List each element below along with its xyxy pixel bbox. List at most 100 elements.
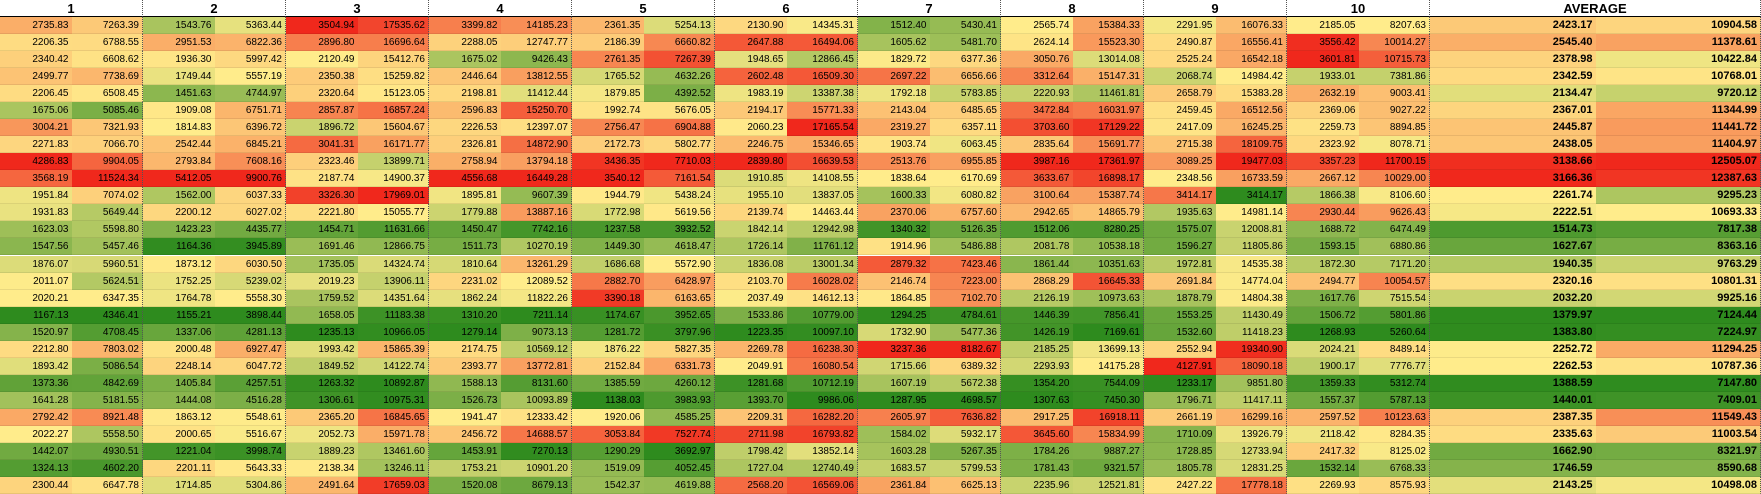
heatmap-cell: 2456.72 [429, 425, 501, 443]
heatmap-cell: 6485.65 [929, 102, 1001, 120]
heatmap-cell: 1405.84 [143, 374, 215, 392]
average-cell: 1746.59 [1430, 459, 1596, 477]
heatmap-cell: 7161.54 [643, 170, 715, 188]
heatmap-cell: 10351.63 [1072, 255, 1144, 273]
heatmap-cell: 2323.92 [1287, 136, 1359, 154]
heatmap-cell: 2596.83 [429, 102, 501, 120]
average-cell: 1662.90 [1430, 442, 1596, 460]
heatmap-cell: 16512.56 [1215, 102, 1287, 120]
heatmap-cell: 4744.97 [214, 85, 286, 103]
heatmap-cell: 5086.54 [71, 357, 143, 375]
heatmap-cell: 7066.70 [71, 136, 143, 154]
heatmap-cell: 17361.97 [1072, 153, 1144, 171]
heatmap-cell: 15250.70 [500, 102, 572, 120]
heatmap-cell: 1873.12 [143, 255, 215, 273]
heatmap-cell: 9986.06 [786, 391, 858, 409]
heatmap-cell: 11461.81 [1072, 85, 1144, 103]
heatmap-cell: 2417.32 [1287, 442, 1359, 460]
heatmap-cell: 6474.49 [1358, 221, 1430, 239]
heatmap-cell: 8106.60 [1358, 187, 1430, 205]
column-header-average: AVERAGE [1430, 0, 1761, 17]
heatmap-cell: 10973.63 [1072, 289, 1144, 307]
average-cell: 8590.68 [1595, 459, 1761, 477]
heatmap-cell: 4556.68 [429, 170, 501, 188]
average-cell: 9295.23 [1595, 187, 1761, 205]
heatmap-cell: 5558.50 [71, 425, 143, 443]
heatmap-cell: 6927.47 [214, 340, 286, 358]
heatmap-cell: 4392.52 [643, 85, 715, 103]
heatmap-cell: 2427.22 [1144, 476, 1216, 494]
heatmap-cell: 4842.69 [71, 374, 143, 392]
heatmap-cell: 15771.33 [786, 102, 858, 120]
heatmap-cell: 16238.30 [786, 340, 858, 358]
heatmap-cell: 3004.21 [0, 119, 72, 137]
heatmap-cell: 2896.80 [286, 34, 358, 52]
heatmap-cell: 10097.10 [786, 323, 858, 341]
heatmap-cell: 1354.20 [1001, 374, 1073, 392]
heatmap-cell: 11430.49 [1215, 306, 1287, 324]
heatmap-cell: 5304.86 [214, 476, 286, 494]
heatmap-cell: 2513.76 [858, 153, 930, 171]
heatmap-cell: 2130.90 [715, 17, 787, 35]
heatmap-cell: 1931.83 [0, 204, 72, 222]
average-cell: 2423.17 [1430, 17, 1596, 35]
heatmap-cell: 13837.05 [786, 187, 858, 205]
heatmap-cell: 2143.04 [858, 102, 930, 120]
heatmap-cell: 8280.25 [1072, 221, 1144, 239]
heatmap-cell: 16569.06 [786, 476, 858, 494]
heatmap-cell: 1810.64 [429, 255, 501, 273]
heatmap-cell: 14108.55 [786, 170, 858, 188]
heatmap-cell: 2326.81 [429, 136, 501, 154]
average-cell: 9925.16 [1595, 289, 1761, 307]
heatmap-cell: 15383.28 [1215, 85, 1287, 103]
heatmap-cell: 2212.80 [0, 340, 72, 358]
heatmap-cell: 2146.74 [858, 272, 930, 290]
heatmap-cell: 2542.44 [143, 136, 215, 154]
heatmap-cell: 6788.55 [71, 34, 143, 52]
heatmap-cell: 6768.33 [1358, 459, 1430, 477]
heatmap-cell: 7223.00 [929, 272, 1001, 290]
heatmap-cell: 2348.56 [1144, 170, 1216, 188]
heatmap-cell: 1876.07 [0, 255, 72, 273]
heatmap-cell: 1814.83 [143, 119, 215, 137]
heatmap-cell: 15346.65 [786, 136, 858, 154]
heatmap-cell: 1167.13 [0, 306, 72, 324]
heatmap-cell: 8207.63 [1358, 17, 1430, 35]
heatmap-cell: 2186.39 [572, 34, 644, 52]
average-cell: 12505.07 [1595, 153, 1761, 171]
heatmap-cell: 8894.85 [1358, 119, 1430, 137]
heatmap-cell: 1543.76 [143, 17, 215, 35]
heatmap-cell: 5643.33 [214, 459, 286, 477]
heatmap-cell: 11412.44 [500, 85, 572, 103]
heatmap-cell: 3399.82 [429, 17, 501, 35]
heatmap-cell: 1294.25 [858, 306, 930, 324]
heatmap-cell: 3932.52 [643, 221, 715, 239]
heatmap-cell: 6170.69 [929, 170, 1001, 188]
heatmap-cell: 5827.35 [643, 340, 715, 358]
average-cell: 10787.36 [1595, 357, 1761, 375]
heatmap-cell: 1862.24 [429, 289, 501, 307]
heatmap-cell: 3797.96 [643, 323, 715, 341]
heatmap-cell: 14981.14 [1215, 204, 1287, 222]
heatmap-cell: 1385.59 [572, 374, 644, 392]
heatmap-cell: 3945.89 [214, 238, 286, 256]
heatmap-cell: 1607.19 [858, 374, 930, 392]
heatmap-cell: 2917.25 [1001, 408, 1073, 426]
heatmap-cell: 16918.11 [1072, 408, 1144, 426]
heatmap-cell: 4286.83 [0, 153, 72, 171]
heatmap-cell: 2930.44 [1287, 204, 1359, 222]
heatmap-cell: 2246.75 [715, 136, 787, 154]
column-header-3: 3 [286, 0, 429, 17]
heatmap-cell: 10975.31 [357, 391, 429, 409]
heatmap-cell: 7776.77 [1358, 357, 1430, 375]
heatmap-cell: 11700.15 [1358, 153, 1430, 171]
heatmap-cell: 7450.30 [1072, 391, 1144, 409]
heatmap-cell: 16282.20 [786, 408, 858, 426]
heatmap-cell: 5598.80 [71, 221, 143, 239]
heatmap-cell: 1279.14 [429, 323, 501, 341]
column-header-10: 10 [1287, 0, 1430, 17]
heatmap-cell: 5932.17 [929, 425, 1001, 443]
heatmap-cell: 2661.19 [1144, 408, 1216, 426]
heatmap-cell: 13772.81 [500, 357, 572, 375]
heatmap-cell: 1281.68 [715, 374, 787, 392]
